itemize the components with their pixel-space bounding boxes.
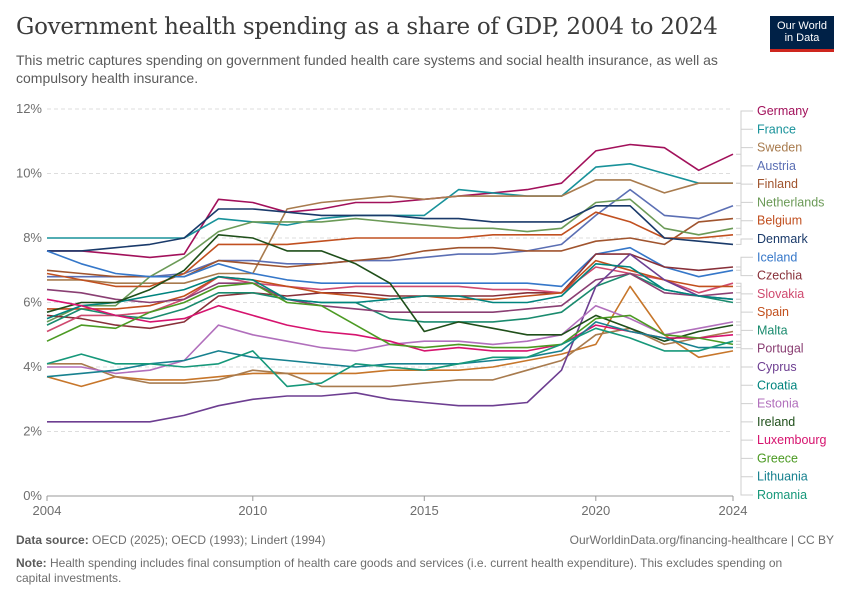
source-url[interactable]: OurWorldinData.org/financing-healthcare … [569, 533, 834, 547]
legend-connector [736, 220, 753, 236]
series-line-series-a-orange-[interactable] [46, 285, 734, 388]
series-line-france[interactable] [47, 163, 733, 239]
legend-label-ireland[interactable]: Ireland [757, 415, 795, 429]
y-tick-label: 10% [16, 166, 42, 181]
legend-label-iceland[interactable]: Iceland [757, 250, 797, 264]
legend-label-slovakia[interactable]: Slovakia [757, 287, 804, 301]
legend-connector [736, 282, 753, 295]
legend-connector [736, 183, 753, 220]
series-line-germany[interactable] [47, 143, 734, 259]
legend-connector [736, 324, 753, 423]
legend-connector [736, 165, 753, 207]
x-tick-label: 2004 [33, 503, 62, 518]
legend-connector [736, 201, 753, 229]
series-line-netherlands[interactable] [46, 198, 734, 323]
data-source: Data source: OECD (2025); OECD (1993); L… [16, 533, 325, 547]
legend-connector [736, 298, 753, 368]
legend-connector [736, 302, 753, 331]
legend-connector [736, 321, 753, 405]
legend-label-denmark[interactable]: Denmark [757, 232, 808, 246]
series-line-luxembourg[interactable] [46, 298, 734, 352]
legend-label-luxembourg[interactable]: Luxembourg [757, 433, 827, 447]
series-line-slovakia[interactable] [46, 266, 734, 333]
y-tick-label: 8% [23, 230, 42, 245]
x-tick-label: 2010 [238, 503, 267, 518]
legend-label-lithuania[interactable]: Lithuania [757, 470, 808, 484]
y-axis-ticks: 0% 2% 4% 6% 8% 10% 12% [16, 101, 42, 503]
legend-connector [736, 343, 753, 459]
legend-connector [736, 334, 753, 441]
series-line-croatia[interactable] [46, 263, 734, 320]
legend-label-cyprus[interactable]: Cyprus [757, 360, 797, 374]
legend-label-austria[interactable]: Austria [757, 159, 796, 173]
x-axis-ticks: 2004 2010 2015 2020 2024 [33, 496, 748, 518]
series-line-belgium[interactable] [46, 211, 734, 288]
legend-label-czechia[interactable]: Czechia [757, 269, 802, 283]
y-tick-label: 12% [16, 101, 42, 116]
legend-label-croatia[interactable]: Croatia [757, 378, 797, 392]
legend-connector [736, 266, 753, 277]
series-line-lithuania[interactable] [46, 321, 733, 378]
chart-subtitle: This metric captures spending on governm… [16, 52, 718, 86]
series-line-denmark[interactable] [47, 205, 734, 252]
legend-connector [736, 256, 753, 271]
y-tick-label: 4% [23, 359, 42, 374]
legend-connector [736, 292, 753, 350]
legend-label-romania[interactable]: Romania [757, 488, 807, 502]
data-source-text: OECD (2025); OECD (1993); Lindert (1994) [88, 533, 326, 547]
legend-label-spain[interactable]: Spain [757, 305, 789, 319]
series-lines [46, 143, 734, 423]
legend-label-greece[interactable]: Greece [757, 451, 798, 465]
legend-label-sweden[interactable]: Sweden [757, 141, 802, 155]
legend-label-estonia[interactable]: Estonia [757, 397, 799, 411]
note-label: Note: [16, 556, 47, 570]
legend-label-finland[interactable]: Finland [757, 177, 798, 191]
series-line-romania[interactable] [46, 327, 734, 388]
y-tick-label: 6% [23, 295, 42, 310]
data-source-label: Data source: [16, 533, 89, 547]
x-tick-label: 2020 [581, 503, 610, 518]
legend-connectors [736, 110, 753, 496]
legend: Germany France Sweden Austria Finland Netherl… [757, 104, 827, 502]
chart-title: Government health spending as a share of… [16, 14, 718, 40]
owid-logo[interactable]: Our World in Data [770, 16, 834, 52]
y-tick-label: 2% [23, 424, 42, 439]
legend-connector [736, 238, 753, 245]
legend-label-portugal[interactable]: Portugal [757, 342, 804, 356]
series-line-portugal[interactable] [46, 272, 734, 313]
series-line-ireland[interactable] [46, 234, 734, 342]
legend-label-france[interactable]: France [757, 122, 796, 136]
series-line-austria[interactable] [47, 188, 734, 278]
line-chart: 0% 2% 4% 6% 8% 10% 12% 2004 2010 2015 2020 2024 Ge… [16, 101, 827, 518]
note-text: Health spending includes final consumpti… [16, 556, 783, 585]
logo-line-1: Our World [777, 20, 827, 32]
y-tick-label: 0% [23, 488, 42, 503]
x-tick-label: 2024 [719, 503, 748, 518]
legend-label-germany[interactable]: Germany [757, 104, 809, 118]
legend-label-belgium[interactable]: Belgium [757, 214, 802, 228]
series-line-malta[interactable] [46, 272, 734, 326]
chart-note: Note: Health spending includes final con… [16, 556, 816, 586]
legend-label-malta[interactable]: Malta [757, 323, 788, 337]
series-line-czechia[interactable] [46, 253, 734, 330]
series-line-series-b-tan-[interactable] [47, 327, 734, 388]
series-line-cyprus[interactable] [47, 253, 734, 423]
logo-line-2: in Data [784, 32, 820, 44]
legend-connector [736, 128, 753, 184]
legend-connector [736, 340, 753, 496]
legend-label-netherlands[interactable]: Netherlands [757, 195, 824, 209]
x-tick-label: 2015 [410, 503, 439, 518]
series-line-greece[interactable] [46, 282, 734, 349]
